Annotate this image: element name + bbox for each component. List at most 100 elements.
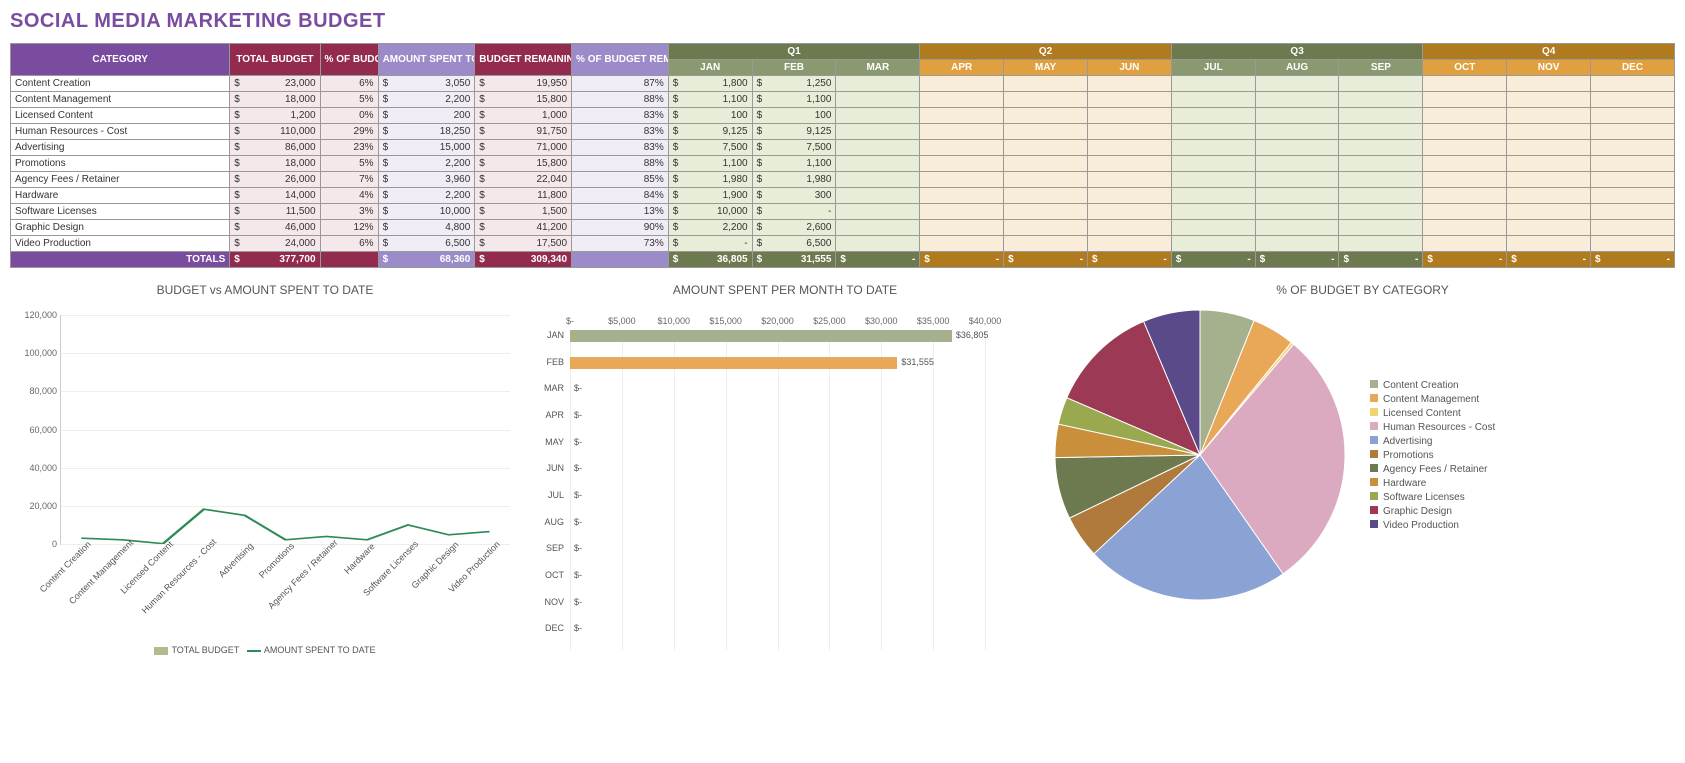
- cell-month: [920, 220, 1004, 236]
- hbar-val: $31,555: [897, 357, 934, 367]
- pie-legend-item: Content Management: [1370, 394, 1495, 405]
- cell-pct: 5%: [320, 156, 378, 172]
- cell-pct: 3%: [320, 204, 378, 220]
- col-month-OCT: OCT: [1423, 60, 1507, 76]
- cell-month: [1507, 124, 1591, 140]
- cell-month: [1591, 124, 1675, 140]
- tot-pctremain: [572, 252, 669, 268]
- hbar-ylabel: FEB: [546, 357, 570, 367]
- col-month-JUL: JUL: [1171, 60, 1255, 76]
- table-row: Hardware$14,0004%$2,200$11,80084%$1,900$…: [11, 188, 1675, 204]
- cell-month: [1004, 92, 1088, 108]
- cell-month: [1171, 172, 1255, 188]
- cell-pctremain: 73%: [572, 236, 669, 252]
- col-q3: Q3: [1171, 44, 1423, 60]
- cell-month: [1255, 124, 1339, 140]
- cell-month: [1591, 76, 1675, 92]
- cell-spent: $6,500: [378, 236, 475, 252]
- col-category: CATEGORY: [11, 44, 230, 76]
- cell-month: $2,600: [752, 220, 836, 236]
- bar-legend: TOTAL BUDGET AMOUNT SPENT TO DATE: [10, 645, 520, 655]
- cell-month: [836, 92, 920, 108]
- cell-month: [920, 172, 1004, 188]
- tot-pct: [320, 252, 378, 268]
- cell-month: [920, 92, 1004, 108]
- cell-month: [836, 188, 920, 204]
- tot-month: $-: [1423, 252, 1507, 268]
- tot-month: $-: [920, 252, 1004, 268]
- cell-pctremain: 83%: [572, 140, 669, 156]
- totals-row: TOTALS$377,700$68,360$309,340$36,805$31,…: [11, 252, 1675, 268]
- cell-total: $18,000: [230, 156, 320, 172]
- col-month-MAY: MAY: [1004, 60, 1088, 76]
- hbar-chart-title: AMOUNT SPENT PER MONTH TO DATE: [530, 283, 1040, 297]
- col-q2: Q2: [920, 44, 1172, 60]
- cell-category: Video Production: [11, 236, 230, 252]
- cell-month: [1004, 236, 1088, 252]
- cell-month: [1507, 188, 1591, 204]
- cell-month: [1087, 156, 1171, 172]
- cell-month: $7,500: [668, 140, 752, 156]
- cell-month: [836, 220, 920, 236]
- tot-month: $-: [1004, 252, 1088, 268]
- col-q1: Q1: [668, 44, 920, 60]
- tot-remain: $309,340: [475, 252, 572, 268]
- cell-month: [1591, 220, 1675, 236]
- cell-month: [1171, 204, 1255, 220]
- bar-xlabel: Advertising: [216, 541, 255, 580]
- pie-legend-item: Content Creation: [1370, 380, 1495, 391]
- cell-month: [1255, 236, 1339, 252]
- cell-month: [1591, 92, 1675, 108]
- cell-month: [1507, 236, 1591, 252]
- cell-month: [1171, 188, 1255, 204]
- col-month-JUN: JUN: [1087, 60, 1171, 76]
- cell-month: $1,800: [668, 76, 752, 92]
- cell-total: $24,000: [230, 236, 320, 252]
- cell-month: [1339, 188, 1423, 204]
- tot-total: $377,700: [230, 252, 320, 268]
- col-q4: Q4: [1423, 44, 1675, 60]
- tot-month: $-: [1507, 252, 1591, 268]
- tot-month: $-: [1591, 252, 1675, 268]
- bar-xlabel: Hardware: [342, 541, 377, 576]
- cell-month: [1339, 220, 1423, 236]
- cell-month: [836, 172, 920, 188]
- hbar-xtick: $25,000: [813, 316, 846, 330]
- cell-month: [1423, 124, 1507, 140]
- cell-month: $1,100: [668, 92, 752, 108]
- cell-month: [1255, 156, 1339, 172]
- cell-month: [1339, 236, 1423, 252]
- cell-remain: $11,800: [475, 188, 572, 204]
- cell-remain: $91,750: [475, 124, 572, 140]
- cell-month: [1339, 92, 1423, 108]
- cell-month: [1339, 172, 1423, 188]
- cell-month: [836, 108, 920, 124]
- hbar-val: $-: [570, 437, 582, 447]
- cell-pctremain: 83%: [572, 108, 669, 124]
- cell-spent: $4,800: [378, 220, 475, 236]
- cell-remain: $22,040: [475, 172, 572, 188]
- hbar-val: $-: [570, 517, 582, 527]
- hbar-val: $-: [570, 383, 582, 393]
- col-month-AUG: AUG: [1255, 60, 1339, 76]
- cell-month: [1339, 124, 1423, 140]
- pie-chart: % OF BUDGET BY CATEGORY Content Creation…: [1050, 283, 1675, 655]
- cell-month: [1171, 220, 1255, 236]
- cell-total: $86,000: [230, 140, 320, 156]
- cell-month: [1255, 220, 1339, 236]
- cell-month: [1423, 236, 1507, 252]
- tot-month: $-: [1087, 252, 1171, 268]
- cell-month: [1087, 236, 1171, 252]
- hbar-ylabel: OCT: [545, 570, 570, 580]
- pie-legend-item: Graphic Design: [1370, 506, 1495, 517]
- cell-category: Agency Fees / Retainer: [11, 172, 230, 188]
- table-row: Licensed Content$1,2000%$200$1,00083%$10…: [11, 108, 1675, 124]
- cell-month: [1507, 108, 1591, 124]
- cell-month: $-: [668, 236, 752, 252]
- cell-pctremain: 87%: [572, 76, 669, 92]
- pie-legend-item: Licensed Content: [1370, 408, 1495, 419]
- cell-month: [1087, 108, 1171, 124]
- cell-month: [1255, 188, 1339, 204]
- cell-pct: 7%: [320, 172, 378, 188]
- cell-month: [1423, 140, 1507, 156]
